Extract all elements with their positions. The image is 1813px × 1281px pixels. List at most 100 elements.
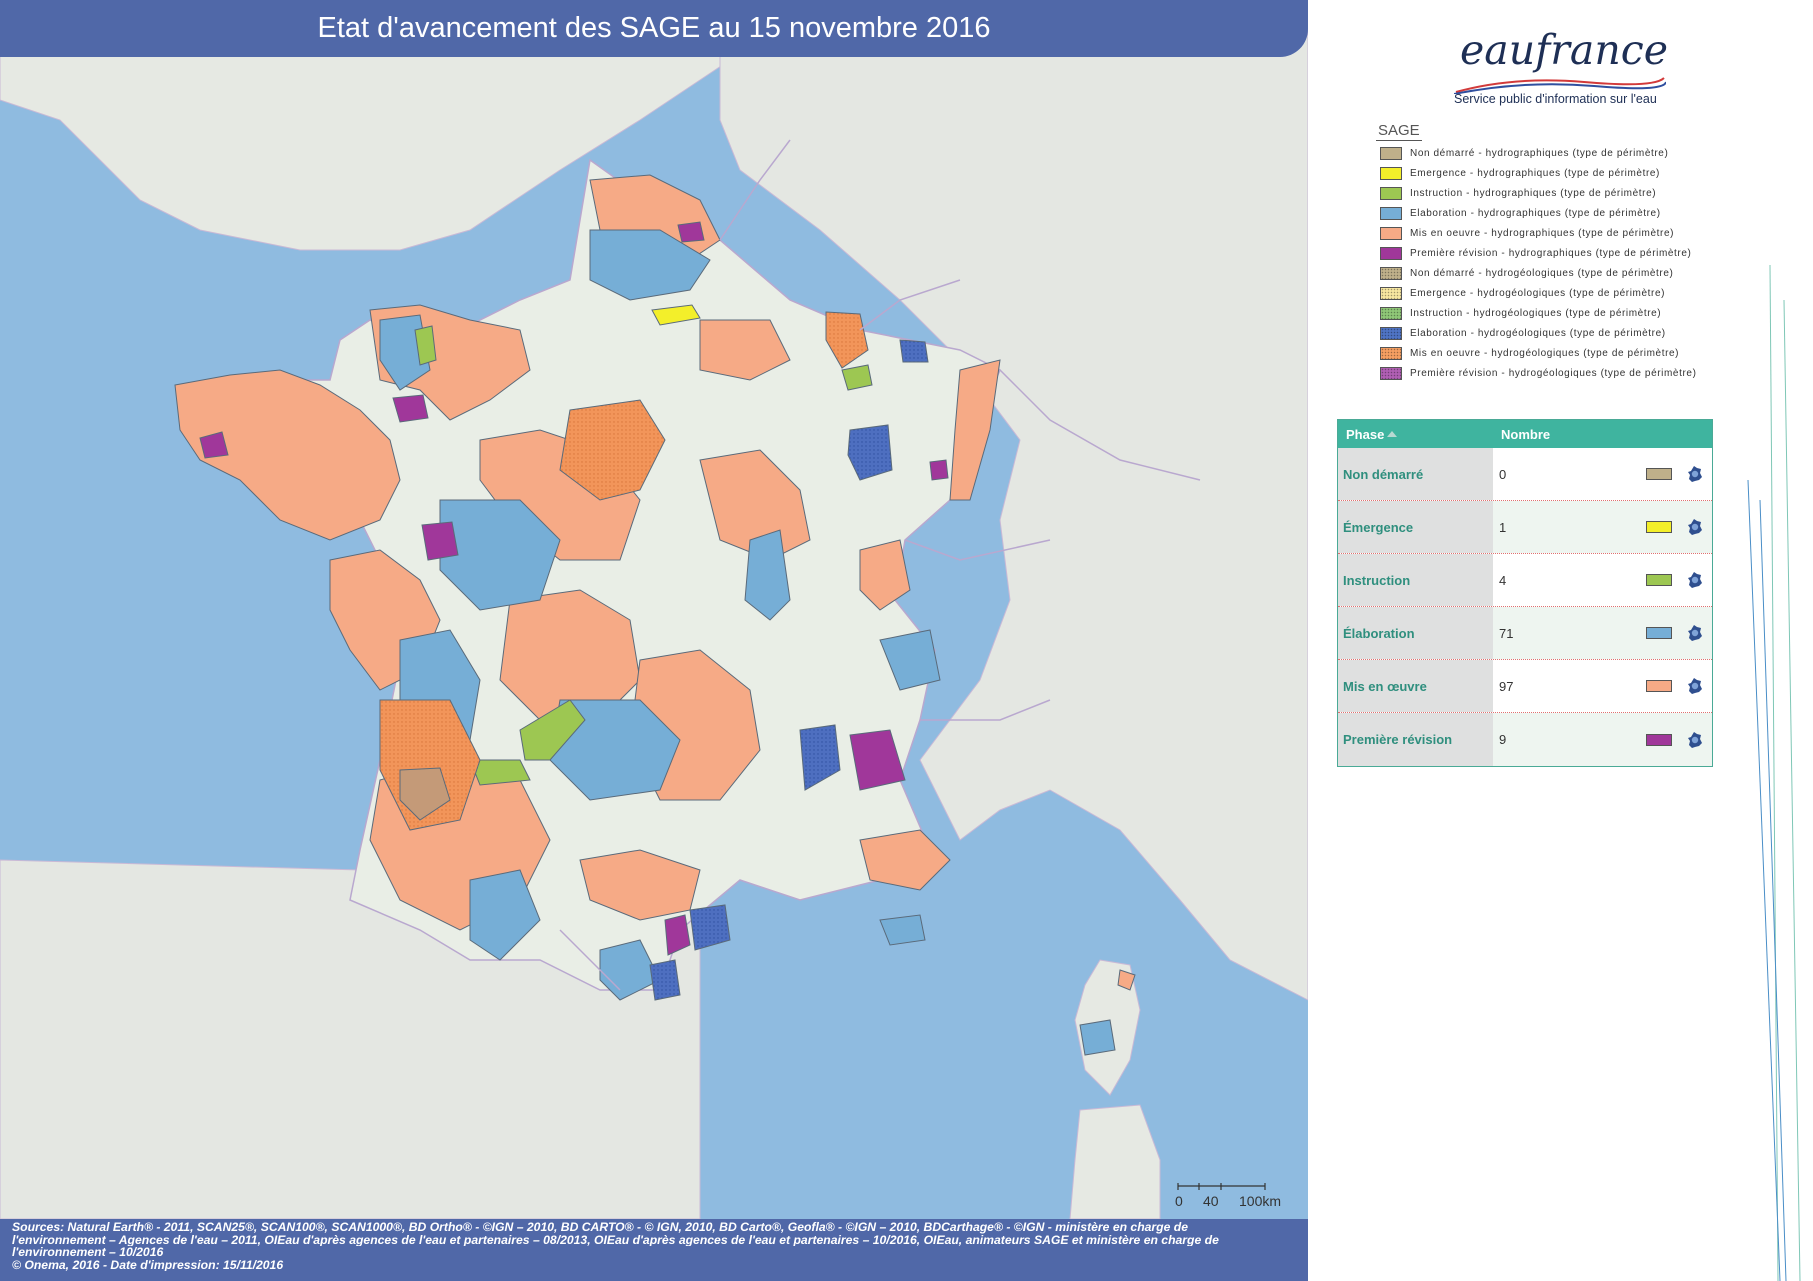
phase-name: Instruction [1338,554,1493,606]
france-map-icon[interactable] [1686,731,1704,749]
phase-row[interactable]: Élaboration 71 [1338,607,1712,660]
sage-zone-bourgogne [699,449,811,561]
phase-name: Élaboration [1338,607,1493,659]
phase-values: 0 [1493,448,1712,500]
france-map-icon[interactable] [1686,571,1704,589]
legend-label: Première révision - hydrographiques (typ… [1410,247,1692,259]
phase-name: Non démarré [1338,448,1493,500]
legend-item: Première révision - hydrographiques (typ… [1380,245,1691,261]
france-map-icon[interactable] [1686,465,1704,483]
column-header-phase[interactable]: Phase [1338,427,1493,442]
sage-zone-loire [439,499,561,611]
legend-swatch [1380,306,1402,320]
legend-swatch [1380,226,1402,240]
legend-item: Mis en oeuvre - hydrogéologiques (type d… [1380,345,1679,361]
sage-zones-hydrogeologiques [379,311,929,1001]
legend-swatch [1380,146,1402,160]
phase-count: 9 [1499,732,1507,747]
phase-count: 97 [1499,678,1514,694]
footer-line-3: l'environnement – 10/2016 [12,1246,164,1259]
phase-count: 1 [1499,519,1507,535]
legend-item: Instruction - hydrographiques (type de p… [1380,185,1656,201]
sage-zone-purple-6 [664,914,691,956]
legend-swatch [1380,326,1402,340]
legend-label: Instruction - hydrographiques (type de p… [1410,187,1657,199]
legend-item: Emergence - hydrogéologiques (type de pé… [1380,285,1665,301]
sage-zone-pyrenees [469,869,541,961]
phase-color-swatch [1646,521,1672,533]
sage-zone-hydro-blue-2 [799,724,841,791]
phase-row[interactable]: Non démarré 0 [1338,448,1712,501]
map-area[interactable] [0,0,1308,1281]
legend-label: Instruction - hydrogéologiques (type de … [1410,307,1662,319]
legend-label: Mis en oeuvre - hydrographiques (type de… [1410,227,1675,239]
column-header-count[interactable]: Nombre [1501,426,1551,442]
sage-zone-alsace-stripe [949,359,1001,501]
phase-name: Mis en œuvre [1338,660,1493,712]
map-canvas[interactable] [0,0,1308,1281]
sage-zone-corse-south [1079,1019,1116,1056]
sage-zone-green-1 [414,325,437,366]
phase-values: 9 [1493,713,1712,766]
sage-zone-artois [589,229,711,301]
phase-row[interactable]: Émergence 1 [1338,501,1712,554]
map-title: Etat d'avancement des SAGE au 15 novembr… [0,0,1308,57]
logo-swoosh [1454,77,1666,94]
sage-zone-hydro-blue-5 [899,339,929,363]
sage-zone-rhone [879,629,941,691]
legend-label: Non démarré - hydrogéologiques (type de … [1410,267,1674,279]
phase-count: 71 [1499,625,1514,641]
legend-item: Elaboration - hydrographiques (type de p… [1380,205,1661,221]
sage-zone-bretagne [174,369,401,541]
phase-color-swatch [1646,680,1672,692]
sage-zone-green-3 [469,759,531,786]
phase-row[interactable]: Mis en œuvre 97 [1338,660,1712,713]
sage-zones-instruction [414,325,873,786]
scale-bar: 0 40 100km [1175,1183,1281,1209]
legend-swatch [1380,346,1402,360]
sort-up-icon[interactable] [1387,431,1398,437]
sage-zone-savoie [859,539,911,611]
legend-panel: eaufrance Service public d'information s… [1308,0,1813,1281]
legend-swatch [1380,186,1402,200]
phase-row[interactable]: Instruction 4 [1338,554,1712,607]
eaufrance-logo[interactable]: eaufrance Service public d'information s… [1454,26,1668,116]
phase-values: 4 [1493,554,1712,606]
footer-line-2: l'environnement – Agences de l'eau – 201… [12,1233,1219,1246]
sage-zone-hydro-orange-1 [559,399,666,501]
france-map-icon[interactable] [1686,624,1704,642]
phase-table-body: Non démarré 0 Émergence 1 Instruction 4 Élabor… [1338,448,1712,766]
phase-table: Phase Nombre Non démarré 0 Émergence 1 Instr… [1337,419,1713,767]
sage-zone-purple-4 [677,221,705,243]
sources-footer: Sources: Natural Earth® - 2011, SCAN25®,… [0,1219,1308,1281]
phase-color-swatch [1646,574,1672,586]
legend-label: Première révision - hydrogéologiques (ty… [1410,367,1697,379]
sage-zone-hydro-mix [399,767,451,821]
sage-zone-purple-2 [199,431,229,459]
legend-swatch [1380,286,1402,300]
phase-name: Émergence [1338,501,1493,553]
legend-item: Elaboration - hydrogéologiques (type de … [1380,325,1666,341]
legend-item: Instruction - hydrogéologiques (type de … [1380,305,1661,321]
legend-item: Mis en oeuvre - hydrographiques (type de… [1380,225,1674,241]
phase-count: 0 [1499,466,1507,482]
footer-line-1: Sources: Natural Earth® - 2011, SCAN25®,… [12,1221,1189,1234]
sage-zone-var [879,914,926,946]
legend-label: Emergence - hydrogéologiques (type de pé… [1410,287,1666,299]
sage-zone-lorraine [744,529,791,621]
legend-swatch [1380,266,1402,280]
sage-zones-premiere-revision [199,221,949,956]
sage-zone-green-4 [841,364,873,391]
sage-zone-hydro-blue-4 [649,959,681,1001]
phase-row[interactable]: Première révision 9 [1338,713,1712,766]
phase-color-swatch [1646,627,1672,639]
legend-item: Emergence - hydrographiques (type de pér… [1380,165,1660,181]
legend-swatch [1380,166,1402,180]
phase-count: 4 [1499,572,1507,588]
france-map-icon[interactable] [1686,677,1704,695]
phase-values: 71 [1493,607,1712,659]
sage-zone-emergence [651,304,701,326]
france-map-icon[interactable] [1686,518,1704,536]
phase-values: 1 [1493,501,1712,553]
scale-tick-40: 40 [1203,1193,1219,1209]
